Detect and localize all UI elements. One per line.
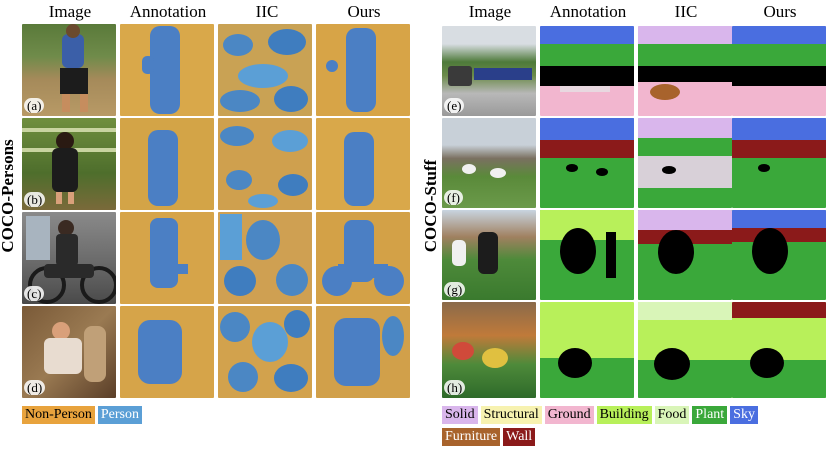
legend-item-furniture: Furniture [442,428,501,446]
persons-legend: Non-Person Person [22,406,143,424]
ours-cell-h [732,302,826,398]
image-cell-c: (c) [22,212,116,304]
image-cell-b: (b) [22,118,116,210]
annotation-cell-d [120,306,214,398]
image-cell-d: (d) [22,306,116,398]
legend-item-wall: Wall [503,428,536,446]
iic-cell-d [218,306,312,398]
legend-item-plant: Plant [692,406,728,424]
stuff-legend-line-2: Furniture Wall [442,428,536,446]
iic-cell-a [218,24,312,116]
column-header-iic: IIC [674,2,698,21]
legend-item-sky: Sky [730,406,758,424]
annotation-cell-h [540,302,634,398]
row-label-d: (d) [24,380,46,395]
column-header-ours: Ours [763,2,797,21]
image-cell-h: (h) [442,302,536,398]
ours-cell-d [316,306,410,398]
ours-cell-b [316,118,410,210]
annotation-cell-e [540,26,634,116]
iic-cell-g [638,210,732,300]
row-label-a: (a) [24,98,45,113]
image-cell-f: (f) [442,118,536,208]
ours-cell-f [732,118,826,208]
annotation-cell-g [540,210,634,300]
annotation-cell-b [120,118,214,210]
ours-cell-g [732,210,826,300]
iic-cell-b [218,118,312,210]
column-header-iic: IIC [255,2,279,21]
legend-item-ground: Ground [544,406,594,424]
row-label-e: (e) [444,98,465,113]
dataset-label: COCO-Persons [0,139,17,253]
legend-item-building: Building [596,406,652,424]
iic-cell-e [638,26,732,116]
coco-stuff-panel: Image Annotation IIC Ours COCO-Stuff (e)… [416,0,830,451]
column-header-image: Image [468,2,512,21]
row-label-h: (h) [444,380,466,395]
dataset-label: COCO-Stuff [421,159,440,253]
iic-cell-c [218,212,312,304]
legend-item-structural: Structural [480,406,542,424]
coco-persons-panel: Image Annotation IIC Ours COCO-Persons (… [0,2,410,424]
iic-cell-h [638,302,732,398]
annotation-cell-f [540,118,634,208]
legend-item-non-person: Non-Person [22,406,95,424]
row-label-f: (f) [444,190,463,205]
ours-cell-c [316,212,410,304]
column-header-ours: Ours [347,2,381,21]
annotation-cell-c [120,212,214,304]
image-cell-e: (e) [442,26,536,116]
iic-cell-f [638,118,732,208]
annotation-cell-a [120,24,214,116]
image-cell-a: (a) [22,24,116,116]
legend-item-person: Person [97,406,143,424]
stuff-legend-line-1: Solid Structural Ground Building Food Pl… [442,406,758,424]
legend-item-solid: Solid [442,406,478,424]
row-label-b: (b) [24,192,46,207]
ours-cell-a [316,24,410,116]
row-label-g: (g) [444,282,466,297]
column-header-annotation: Annotation [549,2,627,21]
ours-cell-e [732,26,826,116]
image-cell-g: (g) [442,210,536,300]
legend-item-food: Food [654,406,690,424]
row-label-c: (c) [24,286,45,301]
column-header-annotation: Annotation [129,2,207,21]
column-header-image: Image [48,2,92,21]
